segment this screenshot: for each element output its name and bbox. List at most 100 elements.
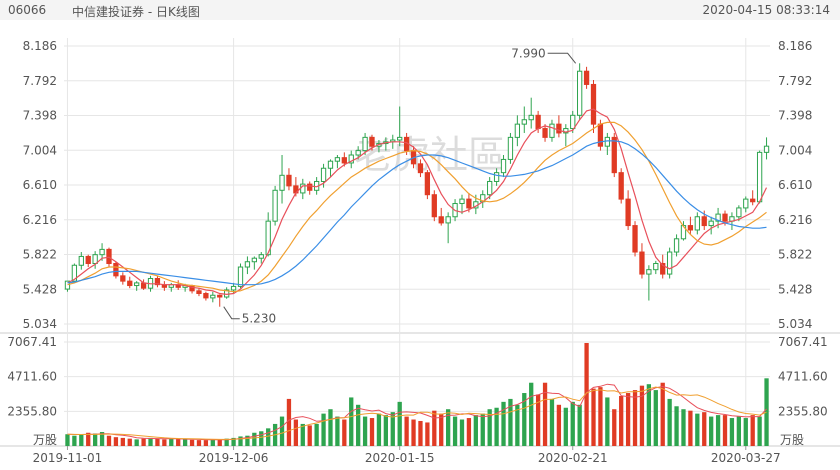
price-tick-left: 7.004 (23, 143, 57, 157)
price-tick-right: 7.398 (778, 109, 812, 123)
volume-bar (411, 419, 416, 446)
volume-bar (134, 439, 139, 446)
candle-body (85, 255, 91, 264)
volume-bar (605, 397, 610, 446)
volume-tick-left: 2355.80 (7, 404, 57, 418)
volume-bar (702, 412, 707, 446)
volume-bar (625, 393, 631, 446)
volume-bar (674, 406, 679, 446)
candle-body (500, 158, 507, 174)
candle-body (99, 248, 105, 256)
candle-body (244, 261, 251, 268)
volume-bar (72, 435, 77, 446)
candle-body (743, 198, 749, 209)
volume-bar (259, 431, 264, 446)
volume-bar (369, 418, 375, 446)
date-label: 2019-11-01 (33, 451, 103, 465)
volume-bar (757, 416, 762, 446)
volume-bar (79, 434, 84, 446)
candle-body (362, 136, 368, 152)
volume-bar (452, 416, 458, 446)
volume-bar (619, 395, 624, 446)
low-annotation-leader (223, 306, 240, 320)
date-label: 2019-12-06 (199, 451, 269, 465)
candle-body (334, 157, 341, 162)
candle-body (397, 136, 403, 141)
candle-body (722, 213, 728, 222)
volume-bar (473, 415, 478, 446)
volume-bar (515, 404, 520, 446)
volume-bar (169, 438, 174, 446)
candle-body (113, 262, 119, 277)
volume-bar (660, 382, 665, 446)
chart-title: 中信建投证券 - 日K线图 (72, 5, 200, 19)
candle-body (127, 280, 133, 287)
low-annotation-label: 5.230 (242, 312, 276, 326)
stock-code: 06066 (8, 3, 47, 17)
price-tick-left: 6.216 (23, 213, 57, 227)
volume-bar (397, 401, 402, 446)
volume-tick-left: 7067.41 (7, 335, 57, 349)
volume-bar (390, 412, 395, 446)
volume-bar (349, 397, 354, 446)
candle-body (224, 289, 230, 298)
candle-body (459, 198, 465, 205)
volume-ma-lines (67, 383, 767, 441)
candle-body (756, 151, 763, 203)
volume-bar (155, 438, 160, 446)
volume-ma10-line (67, 386, 767, 440)
candle-body (120, 275, 126, 282)
candle-body (78, 255, 84, 266)
volume-bar (383, 415, 388, 446)
price-tick-right: 5.822 (778, 248, 812, 262)
volume-bar (715, 415, 721, 446)
volume-bar (335, 416, 340, 446)
price-ma20-line (67, 140, 767, 286)
volume-bar (556, 404, 562, 446)
volume-bar (764, 378, 769, 446)
volume-tick-right: 2355.80 (778, 404, 828, 418)
volume-bars (65, 342, 769, 446)
candle-body (535, 114, 541, 130)
candle-body (286, 174, 292, 187)
candle-body (563, 128, 569, 134)
volume-bar (286, 398, 292, 446)
price-tick-right: 6.610 (778, 178, 812, 192)
price-ma-lines (67, 108, 768, 296)
volume-bar (667, 398, 672, 446)
candle-body (210, 294, 216, 299)
volume-bar (106, 435, 112, 446)
candle-body (265, 220, 271, 256)
candle-body (217, 294, 223, 298)
price-tick-left: 5.428 (23, 282, 57, 296)
volume-bar (709, 416, 714, 446)
volume-bar (646, 384, 652, 446)
candle-body (521, 119, 527, 125)
price-tick-right: 5.428 (778, 282, 812, 296)
candle-body (327, 160, 334, 169)
candle-body (466, 198, 472, 209)
candle-body (542, 128, 548, 138)
volume-bar (729, 418, 735, 446)
candle-body (64, 280, 71, 290)
candle-body (424, 172, 431, 196)
candle-body (646, 269, 652, 275)
volume-bar (653, 390, 658, 446)
volume-bar (113, 437, 119, 446)
candle-body (507, 136, 514, 160)
volume-bar (65, 434, 70, 446)
volume-unit-left: 万股 (33, 433, 57, 447)
candle-body (514, 123, 521, 138)
candle-body (632, 225, 638, 253)
volume-bar (639, 385, 645, 446)
volume-bar (688, 410, 693, 446)
candle-body (154, 277, 161, 286)
volume-bar (598, 387, 603, 446)
candle-body (71, 264, 78, 282)
candle-body (750, 198, 756, 203)
volume-bar (522, 393, 527, 446)
volume-bar (321, 413, 326, 446)
volume-bar (307, 425, 312, 446)
volume-unit-right: 万股 (780, 433, 804, 447)
volume-bar (570, 401, 575, 446)
